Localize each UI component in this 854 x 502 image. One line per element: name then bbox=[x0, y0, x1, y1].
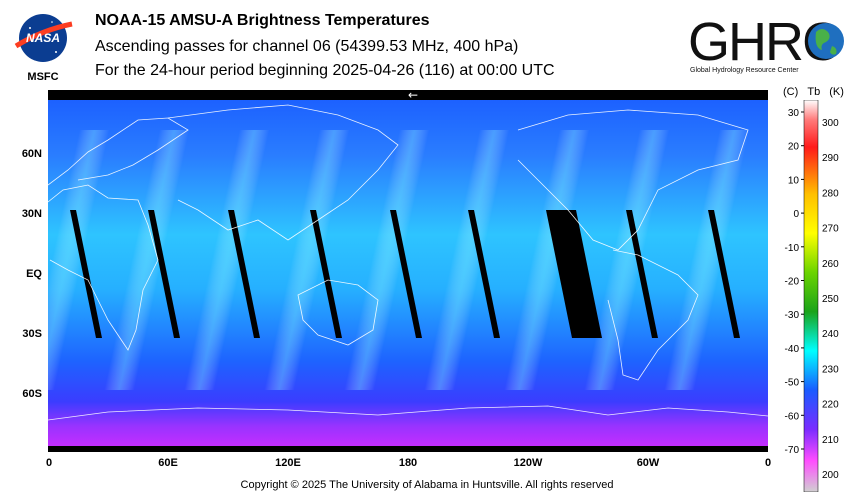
colorbar-kelvin-tick: 200 bbox=[822, 470, 839, 481]
colorbar-kelvin-tick: 300 bbox=[822, 118, 839, 129]
lon-label-180: 180 bbox=[398, 457, 418, 469]
colorbar-celsius-tick: -70 bbox=[785, 445, 800, 456]
coastline-asia bbox=[167, 104, 399, 241]
colorbar-kelvin-tick: 270 bbox=[822, 224, 839, 235]
lon-label-0: 0 bbox=[45, 457, 53, 469]
tropical-band bbox=[424, 130, 510, 390]
colorbar-kelvin-tick: 210 bbox=[822, 435, 839, 446]
tropical-band bbox=[584, 130, 670, 390]
lon-label-120w: 120W bbox=[513, 457, 543, 469]
lon-label-60w: 60W bbox=[636, 457, 660, 469]
tropical-band bbox=[48, 130, 110, 390]
coastline-antarctica bbox=[48, 405, 768, 421]
colorbar-celsius-tick: 30 bbox=[788, 108, 800, 119]
temperature-colorbar: 30 20 10 0 -10 -20 -30 -40 -50 -60 -70 300 290 280 270… bbox=[785, 100, 839, 492]
swath-gap bbox=[310, 210, 342, 338]
polar-gap-bottom bbox=[48, 446, 768, 452]
msfc-label: MSFC bbox=[27, 71, 58, 83]
page-title: NOAA-15 AMSU-A Brightness Temperatures bbox=[95, 12, 430, 29]
lat-label-30s: 30S bbox=[22, 328, 42, 340]
colorbar-celsius-tick: -50 bbox=[785, 378, 800, 389]
nasa-wordmark: NASA bbox=[26, 31, 60, 45]
colorbar-ramp bbox=[803, 100, 819, 492]
swath-gap bbox=[708, 210, 740, 338]
tropical-band bbox=[184, 130, 270, 390]
tropical-band bbox=[264, 130, 350, 390]
brightness-temperature-map: ← bbox=[48, 90, 768, 452]
lat-label-60n: 60N bbox=[21, 148, 42, 160]
tropical-band bbox=[104, 130, 190, 390]
lon-label-120e: 120E bbox=[275, 457, 301, 469]
colorbar-header: (C) Tb (K) bbox=[783, 86, 844, 98]
ghrc-logo: GHRC Global Hydrology Resource Center bbox=[688, 12, 844, 74]
ghrc-caption: Global Hydrology Resource Center bbox=[690, 67, 799, 74]
colorbar-kelvin-unit: (K) bbox=[829, 86, 844, 98]
colorbar-kelvin-tick: 280 bbox=[822, 188, 839, 199]
lon-label-360: 0 bbox=[764, 457, 772, 469]
subtitle-period: For the 24-hour period beginning 2025-04… bbox=[95, 62, 555, 79]
coastline-africa bbox=[48, 184, 159, 351]
colorbar-celsius-tick: -60 bbox=[785, 411, 800, 422]
colorbar-tb-label: Tb bbox=[807, 86, 821, 98]
colorbar-celsius-tick: 0 bbox=[793, 209, 799, 220]
lat-label-eq: EQ bbox=[26, 268, 42, 280]
colorbar-kelvin-tick: 240 bbox=[822, 329, 839, 340]
swath-gap bbox=[228, 210, 260, 338]
copyright-footer: Copyright © 2025 The University of Alaba… bbox=[240, 479, 614, 491]
colorbar-celsius-unit: (C) bbox=[783, 86, 799, 98]
tropical-band bbox=[344, 130, 430, 390]
swath-gap bbox=[70, 210, 102, 338]
nasa-logo: NASA MSFC bbox=[14, 14, 73, 83]
colorbar-kelvin-tick: 220 bbox=[822, 400, 839, 411]
colorbar-celsius-tick: -40 bbox=[785, 344, 800, 355]
lat-label-30n: 30N bbox=[21, 208, 42, 220]
swath-gap bbox=[148, 210, 180, 338]
colorbar-celsius-tick: 20 bbox=[788, 142, 800, 153]
swath-gap bbox=[468, 210, 500, 338]
tropical-band bbox=[664, 130, 750, 390]
orbit-direction-arrow: ← bbox=[408, 90, 418, 102]
colorbar-kelvin-tick: 290 bbox=[822, 153, 839, 164]
colorbar-celsius-tick: -10 bbox=[785, 243, 800, 254]
colorbar-celsius-tick: -20 bbox=[785, 277, 800, 288]
lat-label-60s: 60S bbox=[22, 388, 42, 400]
swath-gap bbox=[390, 210, 422, 338]
subtitle-channel: Ascending passes for channel 06 (54399.5… bbox=[95, 38, 519, 55]
coastline-australia bbox=[297, 279, 379, 346]
colorbar-kelvin-tick: 260 bbox=[822, 259, 839, 270]
colorbar-kelvin-tick: 250 bbox=[822, 294, 839, 305]
colorbar-kelvin-tick: 230 bbox=[822, 364, 839, 375]
tropical-band bbox=[504, 130, 590, 390]
colorbar-celsius-tick: 10 bbox=[788, 175, 800, 186]
coastline-north-america bbox=[517, 109, 749, 251]
polar-gap-top bbox=[48, 90, 768, 100]
coastline-south-america bbox=[607, 249, 699, 381]
lon-label-60e: 60E bbox=[158, 457, 178, 469]
colorbar-celsius-tick: -30 bbox=[785, 310, 800, 321]
swath-gap bbox=[626, 210, 658, 338]
swath-gap bbox=[546, 210, 602, 338]
